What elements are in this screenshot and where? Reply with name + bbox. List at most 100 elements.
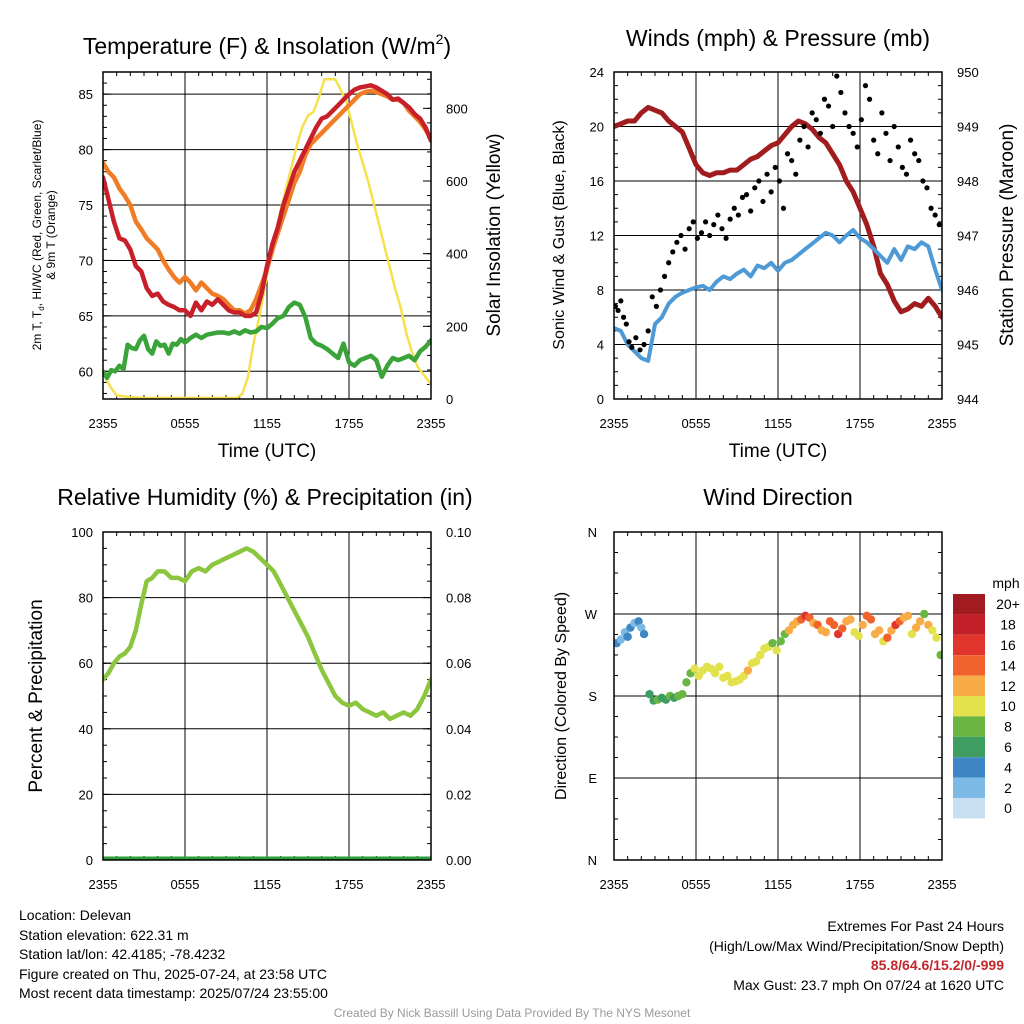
- direction-point: [743, 666, 753, 675]
- direction-point: [932, 633, 941, 642]
- legend-swatch: [953, 696, 985, 717]
- panel-title-winds: Winds (mph) & Pressure (mb): [626, 25, 930, 51]
- y-tick-label-60: 60: [79, 364, 93, 379]
- x-tick-label-1755: 1755: [335, 416, 364, 431]
- y-tick-label-4: 4: [597, 338, 604, 353]
- x-tick-label-2355: 2355: [600, 416, 629, 431]
- gust-point: [846, 123, 852, 130]
- gust-point: [887, 157, 893, 164]
- x-tick-label-1155: 1155: [253, 877, 281, 892]
- direction-point: [928, 626, 937, 635]
- extremes-title: Extremes For Past 24 Hours: [827, 918, 1004, 934]
- y-tick-label-12: 12: [590, 229, 604, 244]
- y-right-tick-label-0.06: 0.06: [446, 656, 471, 671]
- direction-label-N-0: N: [588, 853, 597, 868]
- direction-point: [846, 615, 855, 624]
- gust-point: [924, 185, 930, 191]
- gust-point: [895, 144, 901, 150]
- gust-point: [817, 130, 823, 136]
- direction-point: [821, 628, 831, 637]
- location-text: Location: Delevan: [19, 907, 132, 923]
- gust-point: [805, 144, 811, 150]
- gust-point: [912, 151, 918, 157]
- y-right-tick-label-0.02: 0.02: [446, 787, 471, 802]
- gust-point: [653, 303, 659, 309]
- legend-swatch: [953, 716, 985, 737]
- gust-point: [764, 171, 770, 177]
- gust-point: [707, 232, 713, 239]
- legend-swatch: [953, 757, 985, 778]
- credit-text: Created By Nick Bassill Using Data Provi…: [333, 1006, 691, 1020]
- y-tick-label-80: 80: [79, 143, 93, 158]
- gust-point: [614, 303, 618, 309]
- gust-point: [670, 249, 676, 255]
- plot-border: [102, 71, 432, 400]
- gust-point: [723, 235, 729, 241]
- gust-point: [657, 287, 664, 293]
- gust-point: [633, 335, 639, 341]
- gust-point: [834, 73, 840, 79]
- x-label-time: Time (UTC): [218, 441, 317, 462]
- gust-point: [618, 298, 624, 304]
- legend-label-18: 18: [1000, 617, 1016, 633]
- gust-point: [850, 130, 856, 136]
- legend-swatch: [953, 594, 985, 615]
- x-label-time-winds: Time (UTC): [729, 441, 828, 462]
- y-label-humidity: Percent & Precipitation: [26, 599, 47, 792]
- direction-label-W-3: W: [585, 607, 598, 622]
- gust-point: [866, 96, 873, 102]
- y-tick-label-20: 20: [590, 120, 604, 135]
- legend-swatch: [953, 655, 985, 676]
- legend-swatch: [953, 675, 985, 696]
- y-right-tick-label-0: 0: [446, 392, 453, 407]
- direction-label-N-4: N: [588, 525, 597, 540]
- gust-point: [727, 216, 733, 222]
- panel-title-temperature: Temperature (F) & Insolation (W/m2): [83, 31, 451, 59]
- y-label-pressure: Station Pressure (Maroon): [997, 124, 1018, 347]
- y-tick-label-60: 60: [79, 656, 93, 671]
- y-label-temperature-2: & 9m T (Orange): [44, 190, 58, 280]
- direction-point: [772, 646, 781, 655]
- gust-point: [615, 307, 621, 314]
- direction-point: [907, 629, 917, 639]
- series-yellow: [103, 78, 431, 399]
- gust-point: [760, 198, 766, 205]
- y-tick-label-0: 0: [86, 853, 93, 868]
- y-right-tick-label-950: 950: [957, 65, 979, 80]
- legend-label-4: 4: [1004, 759, 1012, 775]
- gust-point: [858, 117, 864, 123]
- gust-point: [694, 235, 700, 241]
- gust-point: [801, 123, 807, 130]
- x-tick-label-2355: 2355: [417, 416, 446, 431]
- legend-label-10: 10: [1000, 698, 1016, 714]
- direction-point: [678, 689, 687, 699]
- x-tick-label-1155: 1155: [764, 877, 792, 892]
- gust-point: [752, 185, 758, 191]
- y-right-tick-label-400: 400: [446, 247, 468, 262]
- y-right-tick-label-0.00: 0.00: [446, 853, 471, 868]
- plot-border: [613, 531, 943, 861]
- x-tick-label-0555: 0555: [682, 416, 711, 431]
- legend-swatch: [953, 798, 985, 819]
- gust-point: [813, 117, 819, 123]
- direction-point: [715, 662, 724, 672]
- direction-point: [645, 689, 654, 699]
- gust-point: [623, 321, 629, 327]
- direction-point: [639, 629, 649, 639]
- x-tick-label-2355: 2355: [928, 877, 957, 892]
- panel-title-humidity: Relative Humidity (%) & Precipitation (i…: [57, 484, 472, 510]
- gust-point: [686, 226, 692, 232]
- y-label-temperature: 2m T, Td, HI/WC (Red, Green, Scarlet/Blu…: [30, 120, 46, 351]
- direction-point: [682, 678, 691, 687]
- recent-data-text: Most recent data timestamp: 2025/07/24 2…: [19, 985, 328, 1001]
- direction-point: [768, 638, 777, 648]
- gust-point: [793, 171, 799, 177]
- direction-point: [903, 611, 913, 621]
- y-right-tick-label-948: 948: [957, 174, 979, 189]
- gust-point: [731, 205, 737, 211]
- legend-label-2: 2: [1004, 780, 1012, 796]
- gust-point: [715, 212, 721, 218]
- gust-point: [748, 208, 754, 214]
- y-right-tick-label-946: 946: [957, 283, 979, 298]
